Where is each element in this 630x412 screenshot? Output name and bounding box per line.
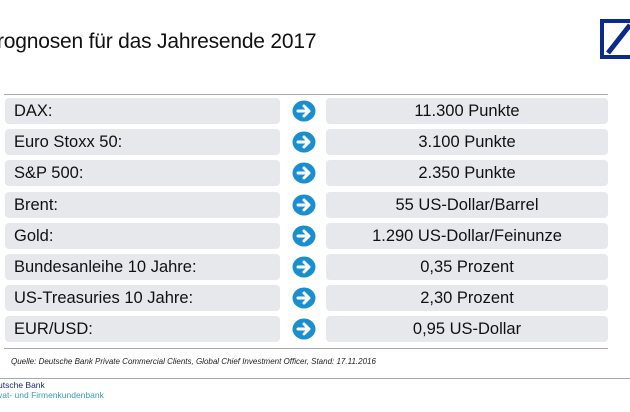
footer-divider [0, 378, 630, 379]
forecast-label: US-Treasuries 10 Jahre: [5, 285, 280, 312]
forecast-value: 3.100 Punkte [326, 129, 608, 156]
footer-bank-name: utsche Bank [0, 380, 45, 390]
forecast-value: 2.350 Punkte [326, 160, 608, 187]
forecast-label: S&P 500: [5, 160, 280, 187]
page-title: rognosen für das Jahresende 2017 [0, 30, 317, 53]
forecast-value: 1.290 US-Dollar/Feinunze [326, 222, 608, 249]
forecast-row: S&P 500: 2.350 Punkte [5, 160, 608, 187]
forecast-label: Euro Stoxx 50: [5, 129, 280, 156]
arrow-right-circle-icon [292, 287, 316, 309]
forecast-value: 2,30 Prozent [326, 285, 608, 312]
arrow-right-circle-icon [292, 194, 316, 216]
forecast-label: EUR/USD: [5, 316, 280, 343]
arrow-right-circle-icon [292, 256, 316, 278]
arrow-right-circle-icon [292, 318, 316, 340]
forecast-row: US-Treasuries 10 Jahre: 2,30 Prozent [5, 285, 608, 312]
table-bottom-divider [4, 348, 608, 349]
arrow-right-circle-icon [292, 100, 316, 122]
arrow-right-circle-icon [292, 131, 316, 153]
forecast-label: Brent: [5, 191, 280, 218]
forecast-row: Euro Stoxx 50: 3.100 Punkte [5, 129, 608, 156]
forecast-label: Bundesanleihe 10 Jahre: [5, 254, 280, 280]
forecast-label: Gold: [5, 222, 280, 249]
forecast-row: Gold: 1.290 US-Dollar/Feinunze [5, 222, 608, 249]
arrow-right-circle-icon [292, 162, 316, 184]
forecast-value: 0,35 Prozent [326, 254, 608, 280]
forecast-row: Brent: 55 US-Dollar/Barrel [5, 191, 608, 218]
forecast-label: DAX: [5, 98, 280, 124]
forecast-value: 0,95 US-Dollar [326, 316, 608, 343]
forecast-row: DAX: 11.300 Punkte [5, 98, 608, 124]
forecast-row: Bundesanleihe 10 Jahre: 0,35 Prozent [5, 254, 608, 280]
forecast-value: 55 US-Dollar/Barrel [326, 191, 608, 218]
forecast-row: EUR/USD: 0,95 US-Dollar [5, 316, 608, 343]
deutsche-bank-logo [600, 19, 630, 59]
source-note: Quelle: Deutsche Bank Private Commercial… [11, 357, 376, 366]
forecast-value: 11.300 Punkte [326, 98, 608, 124]
arrow-right-circle-icon [292, 225, 316, 247]
footer-division: vat- und Firmenkundenbank [0, 390, 104, 400]
table-top-divider [4, 94, 608, 95]
